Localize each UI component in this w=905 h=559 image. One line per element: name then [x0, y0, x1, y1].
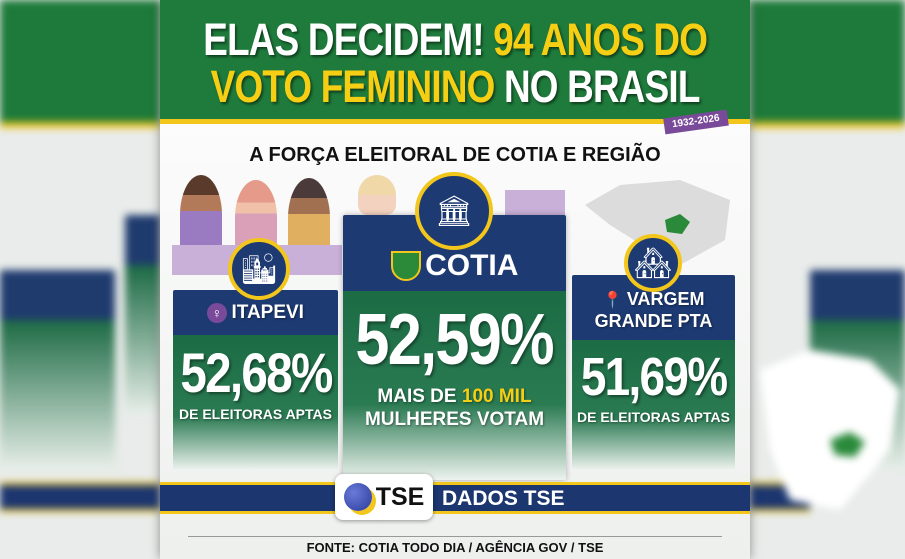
- infographic: ELAS DECIDEM! 94 ANOS DO VOTO FEMININO N…: [160, 0, 750, 559]
- caption: MULHERES VOTAM: [364, 409, 545, 430]
- tse-banner: [160, 482, 750, 514]
- tse-logo: TSE: [335, 474, 433, 520]
- cotia-crest-icon: [390, 251, 421, 281]
- title-part: NO BRASIL: [503, 61, 700, 112]
- title-part: 94 ANOS DO: [492, 14, 708, 65]
- vargem-grande-card: 📍 VARGEM GRANDE PTA 51,69% DE ELEITORAS …: [572, 275, 735, 470]
- caption: DE ELEITORAS APTAS: [577, 409, 730, 425]
- globe-icon: [343, 483, 372, 511]
- percentage-value: 52,59%: [355, 300, 555, 380]
- ballot-box-icon: [505, 190, 565, 218]
- title-part: VOTO FEMININO: [210, 61, 496, 112]
- caption: MAIS DE: [377, 386, 457, 407]
- itapevi-card: ♀ ITAPEVI 52,68% DE ELEITORAS APTAS: [173, 290, 338, 470]
- percentage-value: 51,69%: [580, 347, 728, 407]
- town-landscape-icon: 🏘: [624, 234, 682, 292]
- source-footer: FONTE: COTIA TODO DIA / AGÊNCIA GOV / TS…: [306, 540, 604, 555]
- caption-highlight: 100 MIL: [461, 386, 532, 407]
- subtitle: A FORÇA ELEITORAL DE COTIA E REGIÃO: [249, 144, 661, 166]
- sao-paulo-map-icon: [760, 350, 900, 510]
- female-symbol-icon: ♀: [207, 303, 228, 323]
- header: ELAS DECIDEM! 94 ANOS DO VOTO FEMININO N…: [160, 0, 750, 124]
- title-part: ELAS DECIDEM!: [203, 14, 484, 65]
- location-pin-icon: 📍: [602, 292, 623, 309]
- blurred-background-left: [0, 0, 160, 559]
- percentage-value: 52,68%: [179, 341, 333, 404]
- school-building-icon: 🏛: [415, 172, 493, 250]
- city-name: COTIA: [425, 249, 519, 282]
- sao-paulo-map-icon: [585, 180, 730, 265]
- city-name: VARGEM: [626, 289, 705, 309]
- caption: DE ELEITORAS APTAS: [179, 406, 332, 422]
- buildings-icon: 🏙: [228, 238, 290, 300]
- cotia-card: COTIA 52,59% MAIS DE 100 MIL MULHERES VO…: [343, 215, 566, 480]
- tse-logo-text: TSE: [375, 482, 425, 511]
- divider: [188, 536, 722, 537]
- banner-label: DADOS TSE: [442, 487, 565, 510]
- blurred-background-right: [750, 0, 905, 559]
- city-name: ITAPEVI: [231, 302, 304, 323]
- city-name: GRANDE PTA: [594, 311, 713, 331]
